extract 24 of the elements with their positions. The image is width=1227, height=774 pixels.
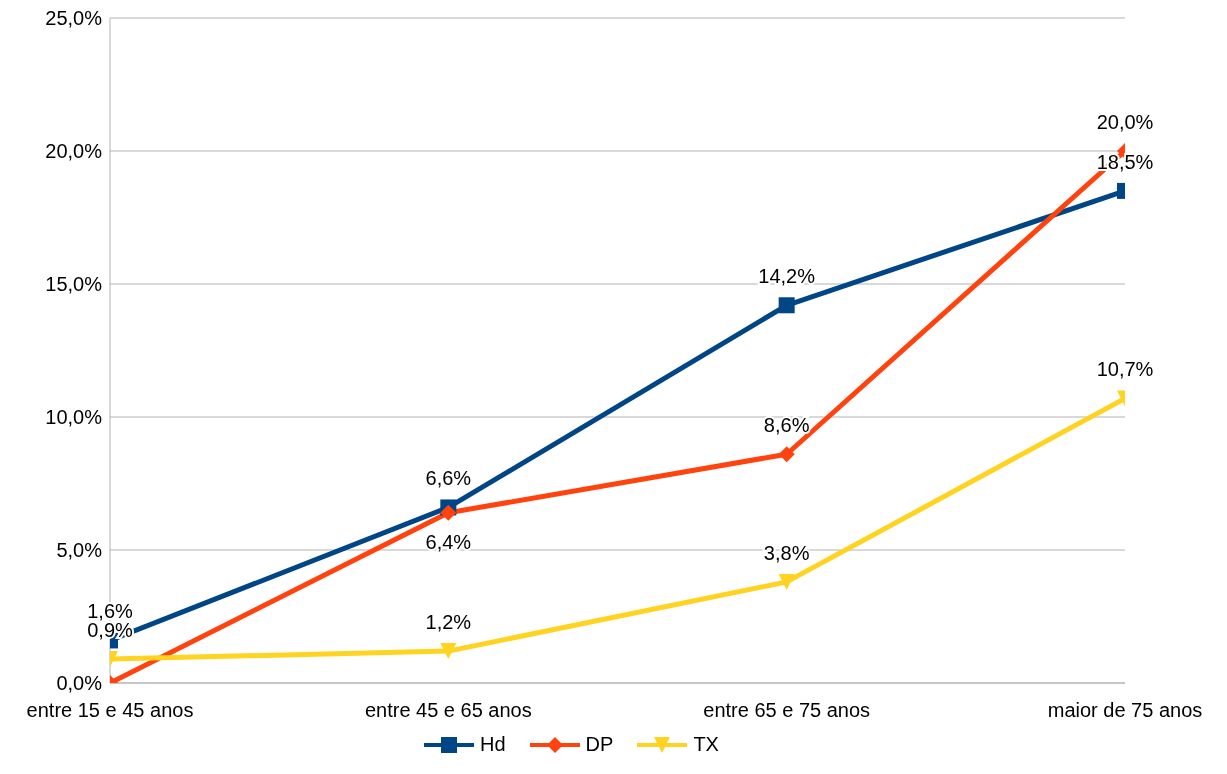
data-label: 3,8% <box>763 541 810 564</box>
y-tick-label: 25,0% <box>45 7 103 30</box>
x-tick-label: entre 45 e 65 anos <box>364 699 532 722</box>
point <box>440 504 457 521</box>
y-tick-label: 20,0% <box>45 140 103 163</box>
data-label: 8,6% <box>763 414 810 437</box>
legend-label: DP <box>584 733 614 756</box>
y-tick-label: 0,0% <box>56 672 103 695</box>
data-label: 6,6% <box>425 467 472 490</box>
data-label: 1,6% <box>87 600 134 623</box>
y-tick-label: 5,0% <box>56 539 103 562</box>
x-tick-label: entre 15 e 45 anos <box>26 699 194 722</box>
x-tick-label: maior de 75 anos <box>1047 699 1203 722</box>
data-label: 20,0% <box>1096 111 1154 133</box>
y-tick-label: 10,0% <box>45 406 103 429</box>
x-tick-label: entre 65 e 75 anos <box>703 699 871 722</box>
legend-label: TX <box>692 733 719 756</box>
data-label: 14,2% <box>758 265 816 288</box>
legend-label: Hd <box>479 733 506 756</box>
data-label: 1,2% <box>425 611 472 634</box>
data-label: 6,4% <box>425 530 472 553</box>
data-label: 10,7% <box>1096 358 1154 381</box>
point <box>778 446 795 463</box>
y-tick-label: 15,0% <box>45 273 103 296</box>
